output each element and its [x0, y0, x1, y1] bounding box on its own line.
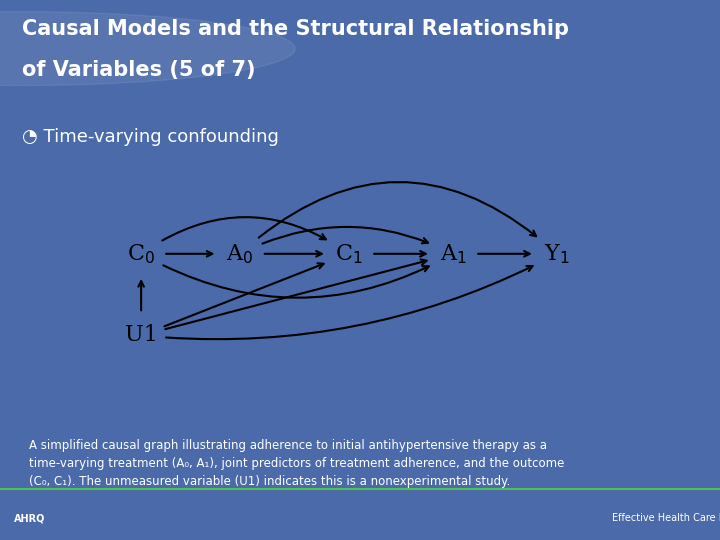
Text: Effective Health Care Program: Effective Health Care Program [612, 514, 720, 523]
Text: ◔ Time-varying confounding: ◔ Time-varying confounding [22, 129, 279, 146]
Text: A$_0$: A$_0$ [226, 242, 253, 266]
Text: Y$_1$: Y$_1$ [544, 242, 570, 266]
Text: C$_0$: C$_0$ [127, 242, 155, 266]
Text: A$_1$: A$_1$ [440, 242, 467, 266]
Text: Causal Models and the Structural Relationship: Causal Models and the Structural Relatio… [22, 19, 569, 39]
Text: C$_1$: C$_1$ [336, 242, 363, 266]
Text: of Variables (5 of 7): of Variables (5 of 7) [22, 60, 255, 80]
Circle shape [0, 12, 295, 85]
Text: AHRQ: AHRQ [14, 514, 46, 523]
Text: A simplified causal graph illustrating adherence to initial antihypertensive the: A simplified causal graph illustrating a… [29, 440, 564, 488]
Text: U1: U1 [125, 325, 158, 347]
